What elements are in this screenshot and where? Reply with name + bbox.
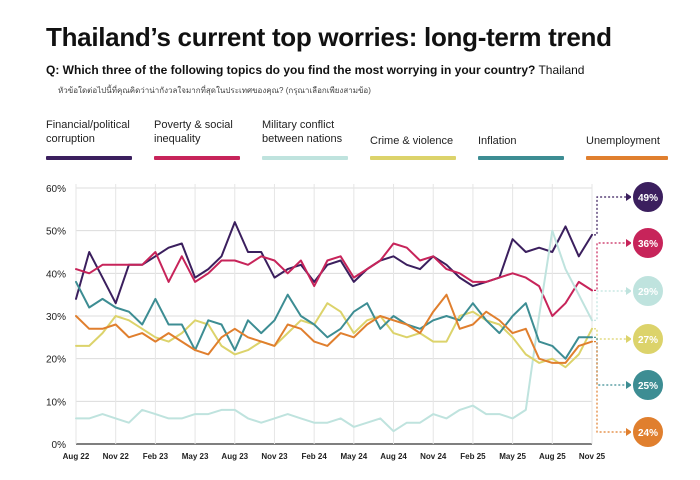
end-label-4: 25% <box>638 381 658 392</box>
end-label-1: 36% <box>638 239 658 250</box>
legend-label: Financial/political corruption <box>46 119 130 145</box>
x-tick-label: Aug 22 <box>63 452 90 461</box>
end-label-2: 29% <box>638 287 658 298</box>
end-bubble-2 <box>631 274 665 308</box>
series-lines <box>75 221 593 433</box>
series-line-2 <box>75 229 593 433</box>
end-bubble-1 <box>631 226 665 260</box>
legend-swatch-0 <box>46 156 132 160</box>
legend-swatch-5 <box>586 156 668 160</box>
x-tick-label: Aug 25 <box>539 452 566 461</box>
x-tick-label: Nov 24 <box>420 452 447 461</box>
x-tick-label: Feb 23 <box>143 452 169 461</box>
chart-legend: Financial/political corruption Poverty & … <box>46 118 668 162</box>
chart-grid <box>75 184 593 445</box>
legend-item-5: Unemployment <box>586 134 692 148</box>
legend-item-4: Inflation <box>478 134 584 148</box>
x-tick-label: Aug 23 <box>221 452 248 461</box>
end-arrow-2 <box>626 287 632 295</box>
y-tick-label: 30% <box>46 312 66 323</box>
end-label-3: 27% <box>638 335 658 346</box>
end-label-connectors <box>594 193 632 436</box>
end-labels: 49% 36% 29% 27% 25% 24% <box>631 180 665 449</box>
x-axis: Aug 22 Nov 22 Feb 23 May 23 Aug 23 Nov 23 Feb … <box>63 452 606 461</box>
end-connector-3 <box>594 328 626 340</box>
chart-title: Thailand’s current top worries: long-ter… <box>46 22 612 52</box>
x-tick-label: Feb 24 <box>301 452 327 461</box>
end-arrow-3 <box>626 335 632 343</box>
legend-item-3: Crime & violence <box>370 134 476 148</box>
x-tick-label: May 24 <box>341 452 368 461</box>
legend-label: Poverty & social inequality <box>154 119 233 145</box>
y-tick-label: 10% <box>46 397 66 408</box>
end-connector-1 <box>594 242 626 291</box>
thai-question: หัวข้อใดต่อไปนี้ที่คุณคิดว่าน่ากังวลใจมา… <box>58 86 371 95</box>
y-axis: 0% 10% 20% 30% 40% 50% 60% <box>46 184 66 451</box>
x-tick-label: Aug 24 <box>380 452 407 461</box>
legend-label: Crime & violence <box>370 135 454 147</box>
end-bubble-0 <box>631 180 665 214</box>
x-tick-label: May 25 <box>499 452 526 461</box>
end-bubble-5 <box>631 415 665 449</box>
y-tick-label: 50% <box>46 227 66 238</box>
question-country: Thailand <box>538 63 585 77</box>
end-arrow-1 <box>626 239 632 247</box>
legend-swatch-4 <box>478 156 564 160</box>
survey-question: Q: Which three of the following topics d… <box>46 62 686 78</box>
end-label-5: 24% <box>638 428 658 439</box>
y-tick-label: 60% <box>46 184 66 195</box>
end-arrow-4 <box>626 381 632 389</box>
end-arrow-0 <box>626 193 632 201</box>
x-tick-label: Feb 25 <box>460 452 486 461</box>
end-arrow-5 <box>626 428 632 436</box>
end-connector-4 <box>594 336 626 386</box>
x-tick-label: Nov 22 <box>103 452 130 461</box>
end-connector-2 <box>594 290 626 321</box>
y-tick-label: 40% <box>46 269 66 280</box>
legend-swatch-2 <box>262 156 348 160</box>
legend-label: Military conflict between nations <box>262 119 343 145</box>
series-line-3 <box>75 302 593 369</box>
end-bubble-4 <box>631 368 665 402</box>
legend-item-2: Military conflict between nations <box>262 118 368 146</box>
legend-item-1: Poverty & social inequality <box>154 118 260 146</box>
end-connector-0 <box>594 196 626 236</box>
series-line-1 <box>75 242 593 317</box>
end-connector-5 <box>594 341 626 433</box>
x-tick-label: Nov 25 <box>579 452 606 461</box>
y-tick-label: 20% <box>46 355 66 366</box>
legend-item-0: Financial/political corruption <box>46 118 152 146</box>
legend-swatch-3 <box>370 156 456 160</box>
y-tick-label: 0% <box>52 440 67 451</box>
x-tick-label: May 23 <box>182 452 209 461</box>
series-line-4 <box>75 280 593 360</box>
end-label-0: 49% <box>638 193 658 204</box>
question-text: Q: Which three of the following topics d… <box>46 63 536 77</box>
legend-swatch-1 <box>154 156 240 160</box>
series-line-0 <box>75 221 593 305</box>
end-bubble-3 <box>631 322 665 356</box>
legend-label: Inflation <box>478 135 517 147</box>
series-line-5 <box>75 293 593 364</box>
x-tick-label: Nov 23 <box>261 452 288 461</box>
legend-label: Unemployment <box>586 135 660 147</box>
